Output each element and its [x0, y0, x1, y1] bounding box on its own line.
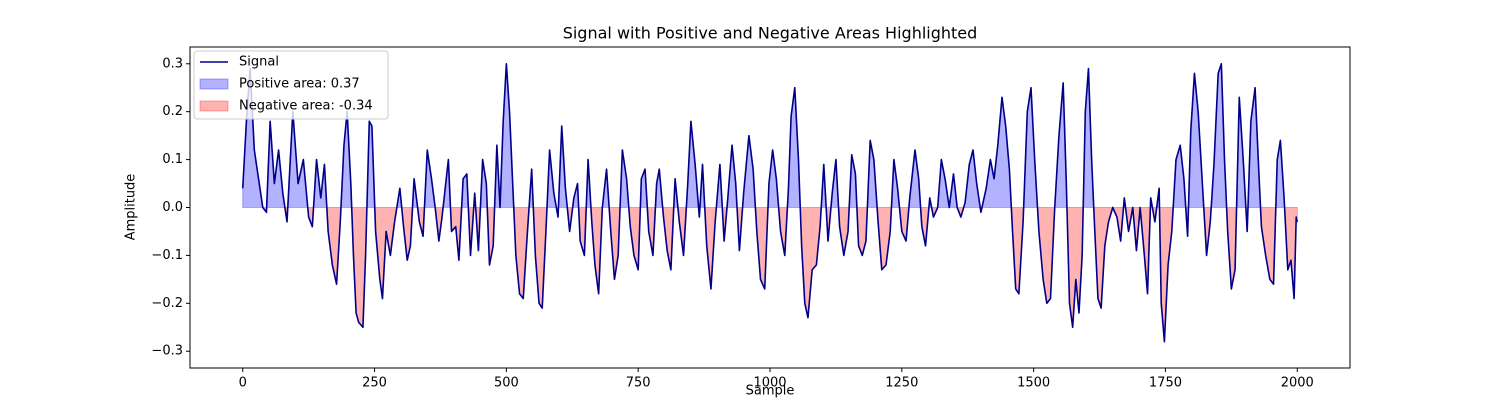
x-axis-label: Sample [746, 384, 795, 399]
x-tick-label: 500 [494, 376, 519, 391]
legend-patch [199, 78, 229, 90]
legend-label: Positive area: 0.37 [239, 77, 360, 92]
x-tick-label: 2000 [1281, 376, 1314, 391]
legend-patch [199, 100, 229, 112]
y-axis-label: Amplitude [124, 174, 139, 241]
x-tick-label: 750 [626, 376, 651, 391]
legend-box [193, 50, 389, 120]
y-tick-label: −0.2 [151, 296, 183, 311]
plot-frame [189, 46, 1351, 369]
x-tick-label: 0 [239, 376, 247, 391]
y-tick-label: −0.3 [151, 344, 183, 359]
y-tick-label: 0.0 [162, 200, 183, 215]
chart-title: Signal with Positive and Negative Areas … [563, 24, 978, 43]
x-tick-label: 1250 [885, 376, 918, 391]
signal-line [241, 62, 1299, 343]
y-tick-label: −0.1 [151, 248, 183, 263]
y-tick-label: 0.3 [162, 56, 183, 71]
x-tick-label: 1500 [1017, 376, 1050, 391]
x-tick-label: 1750 [1149, 376, 1182, 391]
legend: Signal Positive area: 0.37 Negative area: … [193, 50, 389, 120]
y-tick-label: 0.2 [162, 104, 183, 119]
legend-label: Signal [239, 55, 279, 70]
x-tick-label: 250 [362, 376, 387, 391]
y-tick-label: 0.1 [162, 152, 183, 167]
legend-label: Negative area: -0.34 [239, 99, 373, 114]
x-tick-label: 1000 [753, 376, 786, 391]
